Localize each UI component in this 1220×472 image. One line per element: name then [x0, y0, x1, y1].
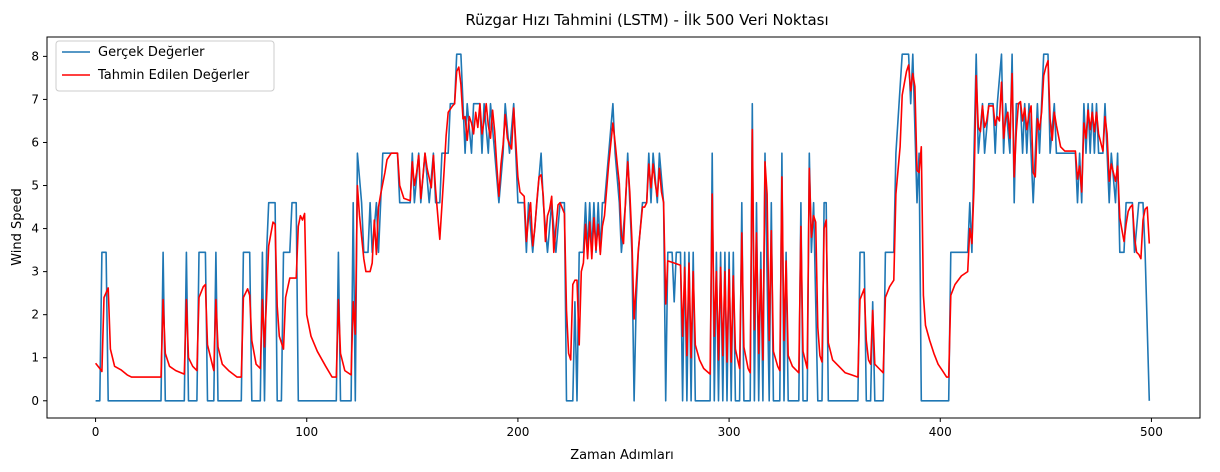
y-tick-label: 1	[31, 351, 39, 365]
plot-series-group	[94, 53, 1151, 402]
y-tick-label: 4	[31, 222, 39, 236]
legend: Gerçek Değerler Tahmin Edilen Değerler	[55, 40, 275, 92]
y-axis-label: Wind Speed	[10, 188, 25, 266]
y-axis: 0 1 2 3 4 5 6 7 8	[31, 49, 47, 408]
series-line-predicted	[94, 59, 1151, 378]
y-tick-label: 0	[31, 394, 39, 408]
x-tick-label: 100	[295, 425, 318, 439]
legend-label-predicted: Tahmin Edilen Değerler	[97, 68, 250, 83]
chart-title: Rüzgar Hızı Tahmini (LSTM) - İlk 500 Ver…	[465, 10, 828, 29]
plot-frame	[46, 36, 1201, 419]
legend-label-actual: Gerçek Değerler	[98, 45, 205, 60]
series-line-actual	[95, 53, 1151, 402]
x-axis-label: Zaman Adımları	[570, 448, 674, 463]
y-tick-label: 5	[31, 179, 39, 193]
y-tick-label: 7	[31, 92, 39, 106]
y-tick-label: 3	[31, 265, 39, 279]
x-tick-label: 0	[92, 425, 100, 439]
legend-box	[55, 40, 275, 92]
y-tick-label: 8	[31, 49, 39, 63]
x-tick-label: 200	[506, 425, 529, 439]
x-tick-label: 400	[929, 425, 952, 439]
x-tick-label: 500	[1140, 425, 1163, 439]
y-tick-label: 2	[31, 308, 39, 322]
y-tick-label: 6	[31, 135, 39, 149]
x-axis: 0 100 200 300 400 500	[92, 418, 1163, 439]
x-tick-label: 300	[718, 425, 741, 439]
